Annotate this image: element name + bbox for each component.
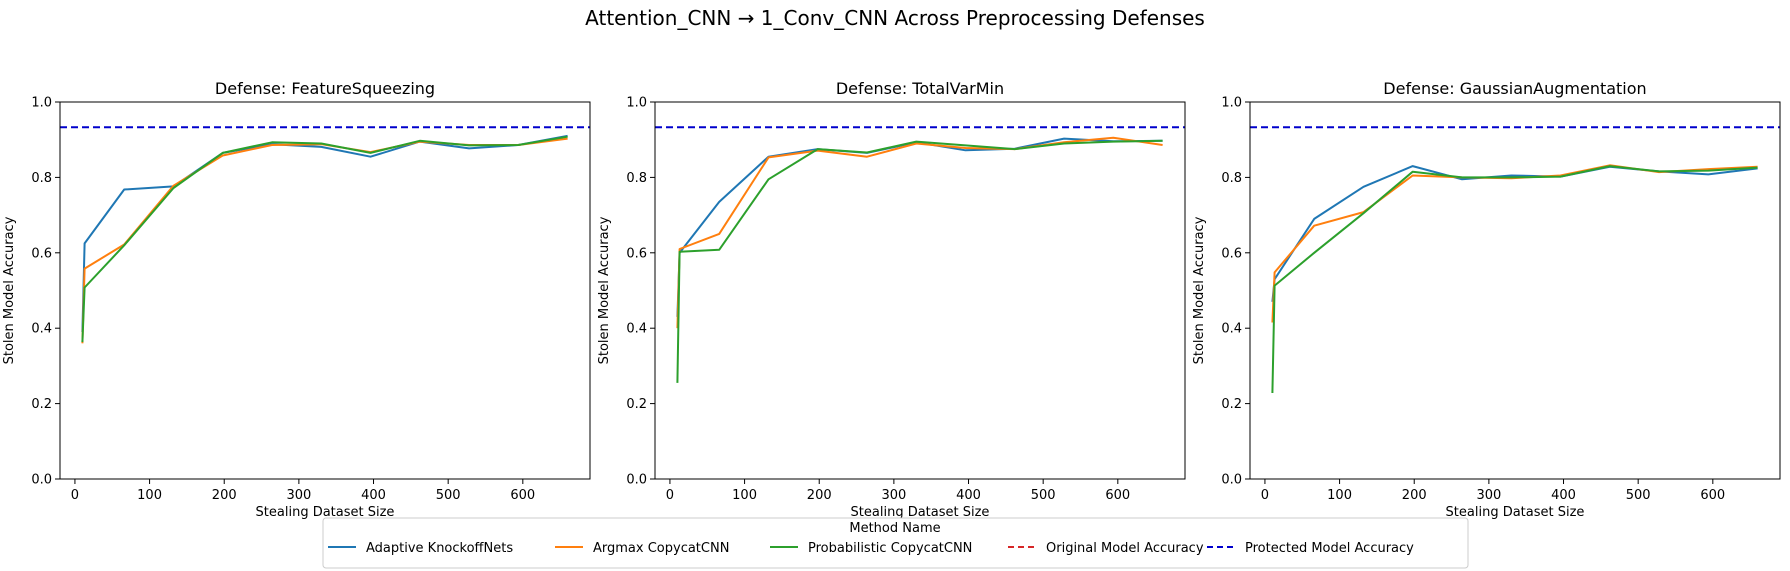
y-tick-label: 0.8 [31, 171, 52, 186]
y-tick-label: 0.2 [626, 397, 647, 412]
y-axis-label: Stolen Model Accuracy [2, 216, 17, 364]
y-tick-label: 0.2 [31, 397, 52, 412]
y-tick-label: 0.0 [626, 473, 647, 488]
legend-frame [322, 517, 1469, 569]
y-tick-label: 0.4 [626, 322, 647, 337]
series-line-2 [1271, 164, 1758, 323]
x-tick-label: 200 [212, 488, 237, 503]
legend-entry: Original Model Accuracy [1008, 541, 1204, 556]
legend-entry: Adaptive KnockoffNets [328, 541, 513, 556]
x-tick-label: 300 [881, 488, 906, 503]
subplot-2: Defense: TotalVarMin 0.0 0.2 0.4 0.6 0.8 1.0 0 1… [597, 79, 1186, 520]
legend-label: Argmax CopycatCNN [593, 541, 729, 556]
x-tick-label: 400 [1551, 488, 1576, 503]
x-tick-label: 100 [137, 488, 162, 503]
y-tick-label: 0.0 [1221, 473, 1242, 488]
subplot-title: Defense: GaussianAugmentation [1383, 79, 1646, 98]
subplot-3: Defense: GaussianAugmentation 0.0 0.2 0.4 0.… [1192, 79, 1781, 520]
subplot-title: Defense: TotalVarMin [836, 79, 1004, 98]
y-tick-label: 1.0 [626, 96, 647, 111]
plot-frame [59, 101, 591, 480]
x-tick-label: 100 [1327, 488, 1352, 503]
legend: Method Name Adaptive KnockoffNets Argmax … [322, 517, 1469, 569]
x-tick-label: 0 [666, 488, 674, 503]
x-tick-label: 400 [956, 488, 981, 503]
y-tick-label: 0.6 [31, 246, 52, 261]
legend-entry: Protected Model Accuracy [1207, 541, 1414, 556]
x-tick-label: 500 [1626, 488, 1651, 503]
subplots: Defense: FeatureSqueezing 0.0 0.2 0.4 0.6 0.8… [2, 79, 1781, 520]
subplot-1: Defense: FeatureSqueezing 0.0 0.2 0.4 0.6 0.8… [2, 79, 591, 520]
x-tick-label: 100 [732, 488, 757, 503]
legend-label: Probabilistic CopycatCNN [808, 541, 972, 556]
x-tick-label: 300 [1476, 488, 1501, 503]
y-tick-label: 0.6 [1221, 246, 1242, 261]
y-tick-label: 0.6 [626, 246, 647, 261]
series-line-1 [1271, 165, 1758, 302]
x-tick-label: 300 [286, 488, 311, 503]
x-tick-label: 600 [510, 488, 535, 503]
x-axis-label: Stealing Dataset Size [1446, 505, 1585, 520]
legend-label: Adaptive KnockoffNets [366, 541, 513, 556]
y-tick-label: 0.0 [31, 473, 52, 488]
series-line-3 [1271, 165, 1758, 394]
x-tick-label: 500 [1031, 488, 1056, 503]
x-tick-label: 0 [1261, 488, 1269, 503]
suptitle: Attention_CNN → 1_Conv_CNN Across Prepro… [585, 6, 1205, 30]
y-tick-label: 0.8 [1221, 171, 1242, 186]
y-axis-label: Stolen Model Accuracy [597, 216, 612, 364]
x-tick-label: 200 [807, 488, 832, 503]
plot-frame [1249, 101, 1781, 480]
y-tick-label: 0.8 [626, 171, 647, 186]
y-tick-label: 1.0 [1221, 96, 1242, 111]
legend-label: Original Model Accuracy [1046, 541, 1204, 556]
y-tick-label: 0.4 [1221, 322, 1242, 337]
x-tick-label: 600 [1105, 488, 1130, 503]
legend-label: Protected Model Accuracy [1245, 541, 1414, 556]
legend-title: Method Name [849, 521, 940, 536]
legend-entry: Argmax CopycatCNN [555, 541, 729, 556]
legend-entries: Adaptive KnockoffNets Argmax CopycatCNN Pr… [328, 541, 1414, 556]
series-line-2 [676, 136, 1163, 329]
plot-frame [654, 101, 1186, 480]
x-tick-label: 400 [361, 488, 386, 503]
x-axis-label: Stealing Dataset Size [851, 505, 990, 520]
y-tick-label: 0.4 [31, 322, 52, 337]
x-tick-label: 200 [1402, 488, 1427, 503]
subplot-title: Defense: FeatureSqueezing [215, 79, 435, 98]
legend-entry: Probabilistic CopycatCNN [770, 541, 972, 556]
series-line-1 [676, 137, 1163, 317]
series-line-2 [81, 137, 568, 344]
y-axis-label: Stolen Model Accuracy [1192, 216, 1207, 364]
series-line-3 [81, 135, 568, 343]
x-tick-label: 600 [1700, 488, 1725, 503]
series-line-3 [676, 139, 1163, 383]
x-tick-label: 0 [71, 488, 79, 503]
y-tick-label: 1.0 [31, 96, 52, 111]
series-line-1 [81, 134, 568, 333]
y-tick-label: 0.2 [1221, 397, 1242, 412]
x-axis-label: Stealing Dataset Size [256, 505, 395, 520]
x-tick-label: 500 [436, 488, 461, 503]
